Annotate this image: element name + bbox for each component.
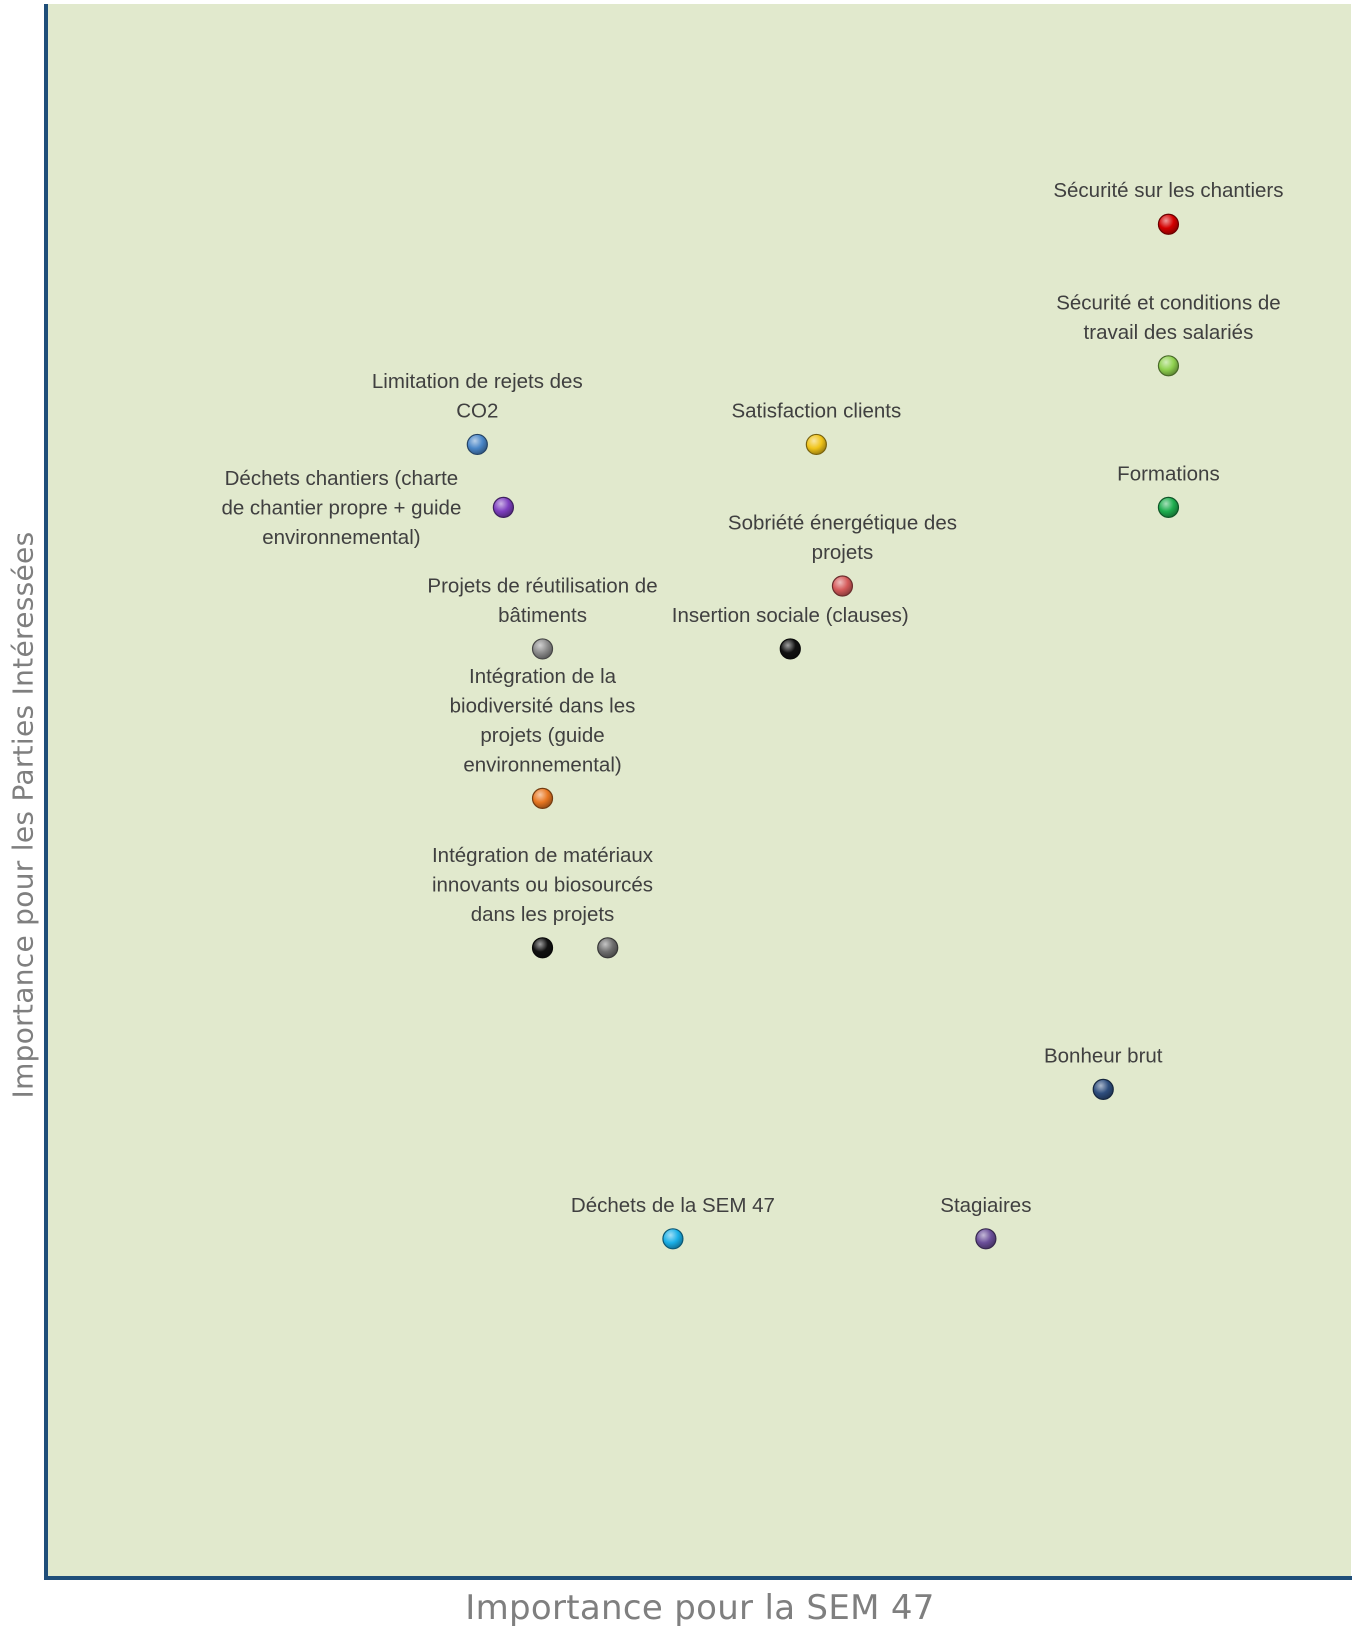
data-label: Insertion sociale (clauses) [672,604,909,627]
data-point [1157,496,1180,518]
data-point [805,433,827,456]
y-axis-title: Importance pour les Parties Intéressées [6,531,40,1099]
data-point [831,575,854,597]
data-point [466,433,488,456]
data-label: Sobriété énergétique des projets [728,512,957,565]
data-label: Bonheur brut [1044,1044,1163,1067]
data-label: Déchets chantiers (charte de chantier pro… [221,467,461,549]
data-point [531,787,554,809]
data-point [597,937,619,959]
data-label: Intégration de matériaux innovants ou bio… [432,844,654,926]
data-label: Intégration de la biodiversité dans les pr… [450,665,636,777]
x-axis-line [44,1576,1352,1580]
data-label: Satisfaction clients [731,399,901,422]
data-point [492,496,514,518]
data-label: Projets de réutilisation de bâtiments [427,574,657,627]
data-label: Sécurité et conditions de travail des sal… [1056,291,1281,344]
data-label: Stagiaires [940,1194,1031,1217]
data-point [1157,213,1180,235]
x-axis-title: Importance pour la SEM 47 [465,1588,935,1628]
data-point [1092,1078,1114,1100]
data-point [779,638,801,660]
data-point [531,937,554,959]
plot-area [47,4,1351,1578]
data-label: Formations [1117,462,1220,485]
data-label: Déchets de la SEM 47 [571,1194,775,1217]
data-point [531,638,554,660]
y-axis-line [44,4,48,1580]
data-point [1157,355,1180,377]
data-point [975,1228,997,1250]
data-label: Sécurité sur les chantiers [1053,179,1283,202]
data-label: Limitation de rejets des CO2 [372,370,583,423]
data-point [662,1228,684,1250]
